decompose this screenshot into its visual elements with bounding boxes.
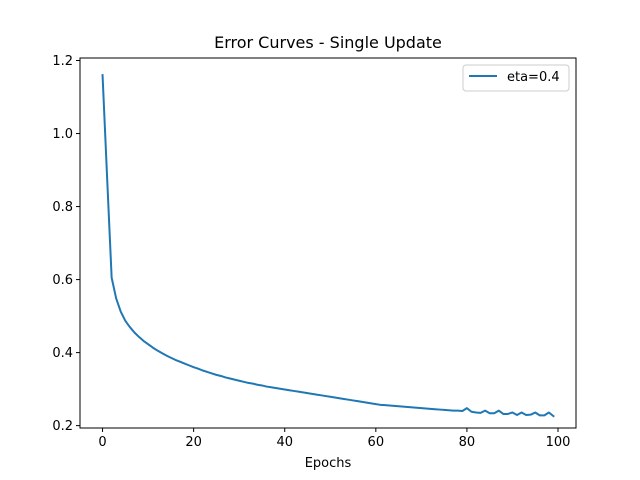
y-tick-label: 1.2 xyxy=(52,54,73,69)
x-axis-label: Epochs xyxy=(305,456,352,471)
x-tick-label: 40 xyxy=(276,435,293,450)
x-tick-label: 80 xyxy=(459,435,476,450)
y-tick-label: 0.6 xyxy=(52,273,73,288)
y-tick-label: 0.2 xyxy=(52,419,73,434)
x-tick-label: 60 xyxy=(368,435,385,450)
x-tick-label: 0 xyxy=(98,435,106,450)
series-layer xyxy=(101,74,555,418)
series-line-eta-0-4 xyxy=(101,74,555,418)
axes-frame xyxy=(79,57,577,429)
y-tick-label: 1.0 xyxy=(52,127,73,142)
x-tick-label: 20 xyxy=(185,435,202,450)
x-tick-label: 100 xyxy=(546,435,571,450)
chart-title: Error Curves - Single Update xyxy=(214,33,442,52)
legend: eta=0.4 xyxy=(462,64,570,92)
legend-frame xyxy=(462,64,570,92)
y-axis-ticks: 0.2 0.4 0.6 0.8 1.0 1.2 xyxy=(52,54,80,434)
x-axis-ticks: 0 20 40 60 80 100 xyxy=(98,428,570,450)
y-tick-label: 0.4 xyxy=(52,346,73,361)
legend-label-eta-0-4: eta=0.4 xyxy=(507,70,560,85)
plot-area xyxy=(79,57,577,429)
y-tick-label: 0.8 xyxy=(52,200,73,215)
